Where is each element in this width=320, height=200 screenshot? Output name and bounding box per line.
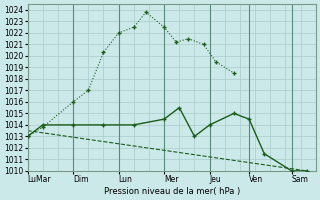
X-axis label: Pression niveau de la mer( hPa ): Pression niveau de la mer( hPa ) <box>104 187 240 196</box>
